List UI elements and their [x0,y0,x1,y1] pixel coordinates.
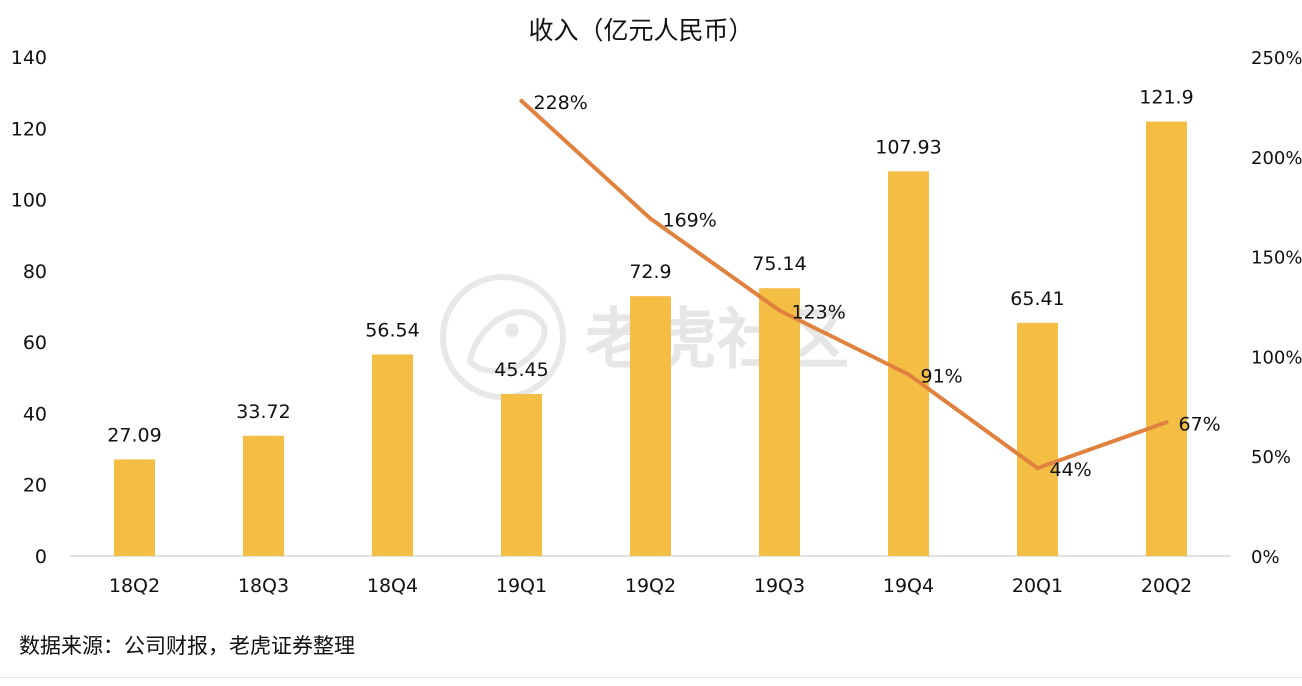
growth-data-labels: 228% 169% 123% 91% 44% 67% [534,92,1221,481]
growth-line [519,98,1169,471]
y-right-tick-label: 150% [1251,248,1302,269]
growth-value-label: 44% [1050,459,1092,481]
chart-title: 收入（亿元人民币） [528,16,753,45]
growth-value-label: 169% [663,210,717,232]
growth-value-label: 67% [1179,413,1221,435]
x-tick-label: 20Q1 [1012,575,1063,597]
bar-value-label: 75.14 [752,253,806,275]
x-tick-label: 19Q4 [883,575,934,597]
y-left-tick-label: 120 [11,118,47,140]
bar-value-label: 121.9 [1139,87,1193,109]
bar-18Q3 [243,435,284,556]
bar-19Q1 [501,394,542,556]
x-tick-label: 18Q2 [109,575,160,597]
bar-20Q1 [1017,322,1058,556]
y-right-tick-label: 50% [1251,447,1291,468]
bar-19Q4 [888,171,929,556]
bar-value-label: 33.72 [236,401,290,423]
growth-value-label: 123% [792,301,846,323]
y-left-tick-label: 60 [23,332,47,354]
y-right-tick-label: 250% [1251,48,1302,69]
bar-value-label: 27.09 [107,424,161,446]
watermark-text: 老虎社区 [585,301,849,378]
bar-value-label: 107.93 [875,136,941,158]
bottom-divider [0,677,1302,678]
growth-line-series [519,98,1169,471]
growth-point-19Q1 [519,98,524,103]
bar-18Q2 [114,459,155,556]
bar-19Q3 [759,288,800,556]
growth-value-label: 91% [921,365,963,387]
y-right-tick-label: 0% [1251,547,1280,568]
bar-18Q4 [372,354,413,556]
x-tick-label: 18Q3 [238,575,289,597]
bar-value-label: 56.54 [365,319,419,341]
x-tick-label: 19Q2 [625,575,676,597]
bar-series [114,121,1187,556]
y-axis-right: 0% 50% 100% 150% 200% 250% [1251,48,1302,568]
y-left-tick-label: 80 [23,261,47,283]
y-axis-left: 0 20 40 60 80 100 120 140 [11,47,47,568]
y-left-tick-label: 140 [11,47,47,69]
bar-value-label: 65.41 [1010,288,1064,310]
x-tick-label: 19Q3 [754,575,805,597]
x-tick-label: 20Q2 [1141,575,1192,597]
x-tick-label: 18Q4 [367,575,418,597]
x-axis-tick-labels: 18Q2 18Q3 18Q4 19Q1 19Q2 19Q3 19Q4 20Q1 20Q2 [109,575,1192,597]
bar-value-label: 72.9 [629,261,671,283]
bar-19Q2 [630,296,671,556]
bar-value-label: 45.45 [494,359,548,381]
growth-point-19Q3 [777,308,782,313]
y-right-tick-label: 200% [1251,148,1302,169]
y-right-tick-label: 100% [1251,347,1302,368]
bar-20Q2 [1146,121,1187,556]
growth-point-19Q2 [648,216,653,221]
y-left-tick-label: 100 [11,190,47,212]
x-tick-label: 19Q1 [496,575,547,597]
growth-value-label: 228% [534,92,588,114]
growth-point-20Q1 [1035,466,1040,471]
watermark: 老虎社区 [440,274,849,400]
source-note: 数据来源：公司财报，老虎证券整理 [19,634,355,658]
y-left-tick-label: 0 [35,546,47,568]
y-left-tick-label: 40 [23,403,47,425]
y-left-tick-label: 20 [23,475,47,497]
bar-data-labels: 27.09 33.72 56.54 45.45 72.9 75.14 107.93 65.41… [107,87,1193,447]
growth-point-19Q4 [906,372,911,377]
growth-point-20Q2 [1164,420,1169,425]
